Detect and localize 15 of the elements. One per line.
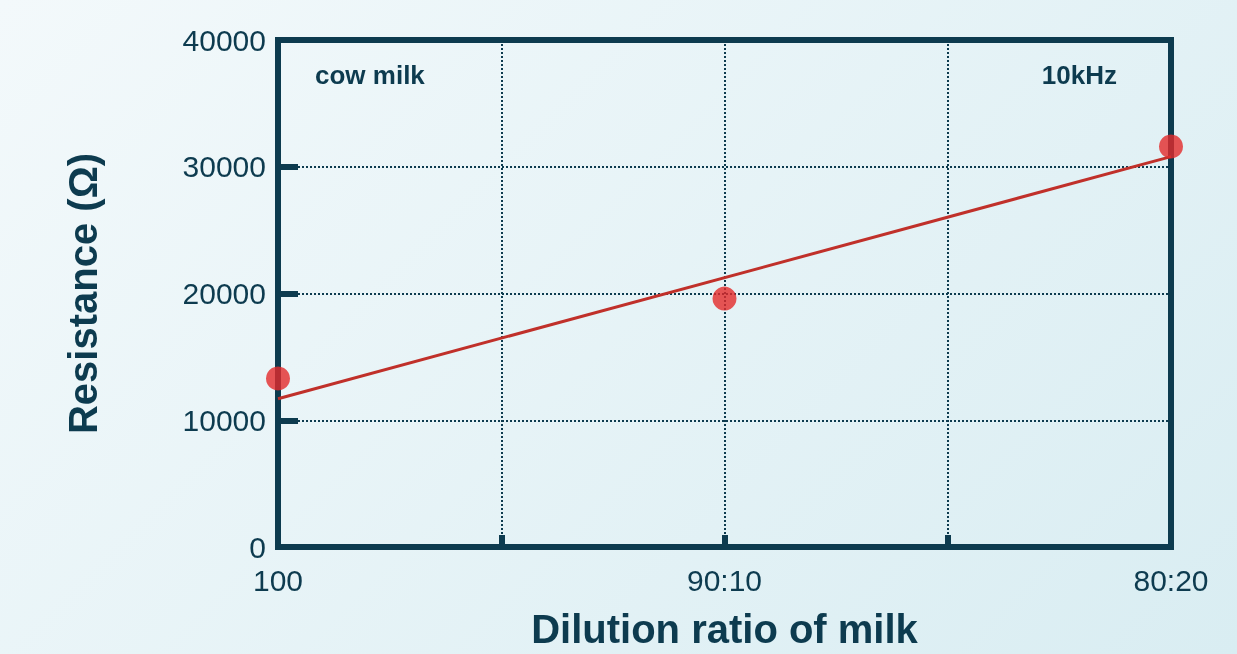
point [1159,134,1183,159]
annotation: 10kHz [1041,60,1117,90]
x-axis-title: Dilution ratio of milk [531,607,919,651]
y-tick-label: 30000 [182,150,266,184]
annotation: cow milk [315,60,426,90]
point [266,366,290,391]
y-tick-label: 10000 [182,403,266,437]
x-tick-label: 80:20 [1133,563,1209,597]
x-tick-label: 90:10 [686,563,763,597]
y-axis-title: Resistance (Ω) [61,152,105,435]
y-tick-label: 0 [249,530,266,564]
point [712,286,737,311]
y-tick-label: 40000 [182,23,266,57]
y-tick-label: 20000 [182,277,266,310]
x-tick-label: 100 [252,563,304,597]
